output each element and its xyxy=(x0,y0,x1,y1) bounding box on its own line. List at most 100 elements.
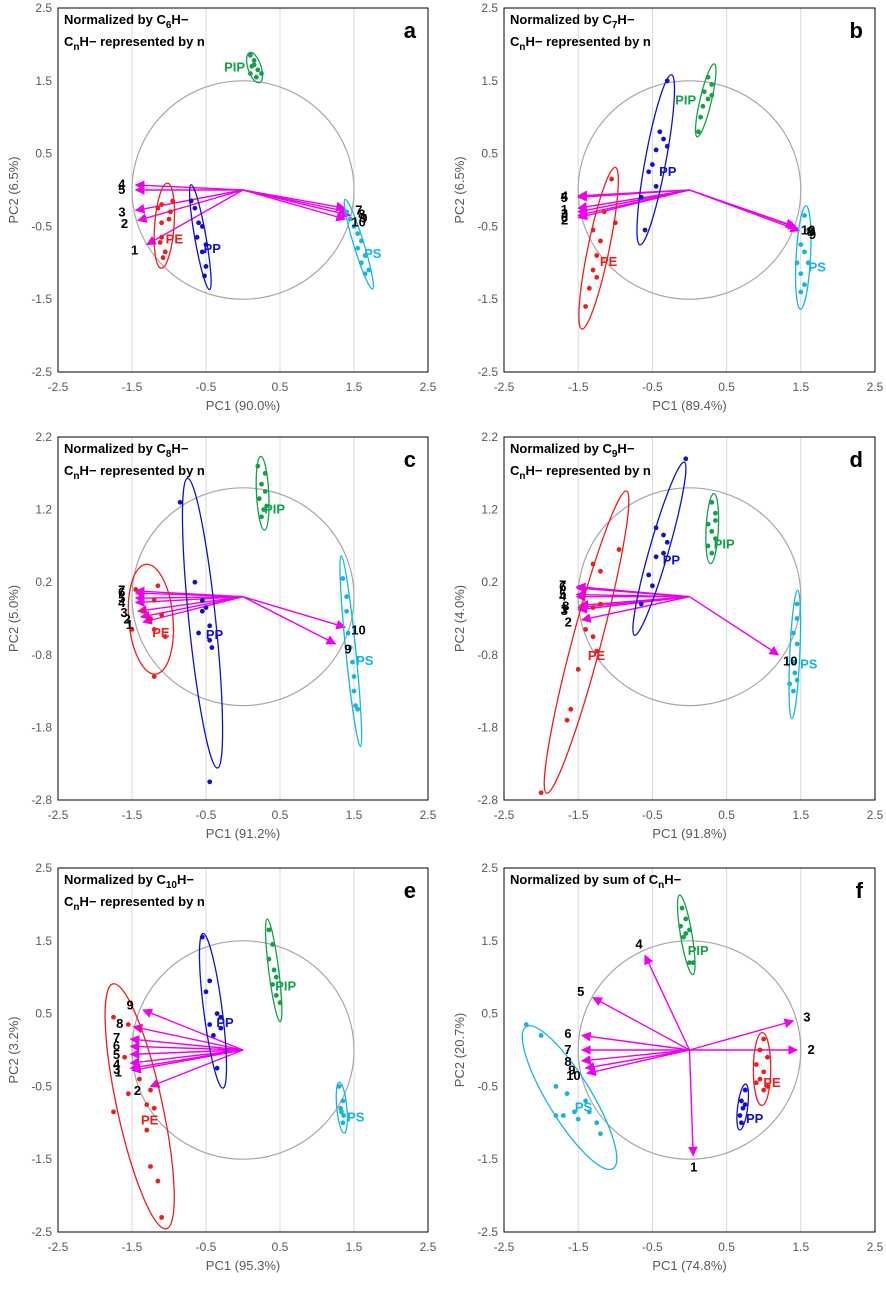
loading-arrow-6 xyxy=(580,1031,690,1051)
data-point-pip xyxy=(255,67,261,73)
data-point-ps xyxy=(575,1116,581,1122)
data-point-pp xyxy=(653,147,659,153)
loading-arrow-9 xyxy=(584,1049,690,1072)
group-label-ps: PS xyxy=(809,260,827,275)
data-point-pip xyxy=(696,129,701,135)
x-tick-label: 1.5 xyxy=(792,380,809,394)
loading-arrow-10 xyxy=(689,189,796,229)
data-point-pip xyxy=(273,993,279,998)
loading-arrow-6 xyxy=(129,1041,244,1052)
x-tick-label: -1.5 xyxy=(568,380,589,394)
x-tick-label: -0.5 xyxy=(196,380,217,394)
y-tick-label: 0.5 xyxy=(35,1007,52,1021)
data-point-pe xyxy=(155,583,161,589)
data-point-ps xyxy=(802,213,807,218)
data-point-pip xyxy=(698,114,704,120)
loading-label: 3 xyxy=(561,206,568,221)
data-point-pe xyxy=(125,1091,131,1097)
y-tick-label: -1.5 xyxy=(31,292,52,306)
data-point-pp xyxy=(638,601,644,607)
data-point-ps xyxy=(345,630,351,636)
data-point-pe xyxy=(583,304,589,309)
data-point-pe xyxy=(575,666,581,672)
data-point-pp xyxy=(207,978,213,984)
loading-label: 7 xyxy=(118,582,125,597)
x-tick-label: -1.5 xyxy=(568,1240,589,1254)
data-point-ps xyxy=(351,674,357,679)
data-point-pp xyxy=(737,1113,743,1118)
x-tick-label: 2.5 xyxy=(867,808,884,822)
data-point-pp xyxy=(218,1014,224,1020)
data-point-pe xyxy=(111,1109,116,1115)
confidence-ellipse-ps xyxy=(335,1081,348,1134)
data-point-pp xyxy=(194,234,200,240)
data-point-ps xyxy=(340,1098,346,1104)
loading-label: 8 xyxy=(564,1054,571,1069)
data-point-pe xyxy=(159,234,165,240)
loading-arrow-10 xyxy=(242,596,347,630)
loading-label: 8 xyxy=(116,1016,123,1031)
data-point-pe xyxy=(753,1062,759,1067)
data-point-ps xyxy=(553,1084,559,1089)
data-point-pe xyxy=(598,568,603,574)
data-point-pe xyxy=(122,1054,127,1060)
loading-label: 7 xyxy=(355,202,362,217)
panel-title-line2: CnH− represented by n xyxy=(64,894,205,913)
data-point-pip xyxy=(713,536,718,542)
loading-label: 6 xyxy=(559,579,566,594)
y-tick-label: 1.5 xyxy=(35,74,52,88)
loading-label: 5 xyxy=(559,586,566,601)
data-point-pp xyxy=(664,539,670,545)
panel-title-line1: Normalized by C7H− xyxy=(510,12,635,31)
data-point-pp xyxy=(211,1033,216,1038)
confidence-ellipse-pe xyxy=(543,490,630,794)
data-point-pp xyxy=(203,605,209,611)
x-tick-label: -1.5 xyxy=(122,380,143,394)
data-point-pip xyxy=(256,496,262,502)
loading-arrow-3 xyxy=(577,596,690,614)
loading-label: 3 xyxy=(120,605,127,620)
chart-panel-d: -2.5 -1.5 -0.5 0.5 1.5 2.5 2.2 1.2 0.2 -0.8 -1.8 -2… xyxy=(452,430,884,841)
data-point-pe xyxy=(564,717,570,723)
data-point-pp xyxy=(739,1120,744,1126)
loading-label: 7 xyxy=(564,1042,571,1057)
x-tick-label: 0.5 xyxy=(718,1240,735,1254)
confidence-ellipse-pip xyxy=(245,51,264,84)
data-point-ps xyxy=(802,282,807,288)
loading-arrow-8 xyxy=(132,1023,244,1051)
data-point-pe xyxy=(609,176,614,182)
loading-arrow-5 xyxy=(575,589,690,600)
data-point-pe xyxy=(765,1054,770,1060)
data-point-pp xyxy=(196,630,202,636)
y-axis-label: PC2 (5.0%) xyxy=(6,585,21,652)
data-point-pe xyxy=(159,1215,165,1220)
data-point-pe xyxy=(148,1087,153,1093)
x-tick-label: 2.5 xyxy=(867,380,884,394)
group-label-pe: PE xyxy=(588,648,606,663)
y-tick-label: -2.5 xyxy=(31,1225,52,1239)
data-point-pe xyxy=(583,626,589,632)
group-label-pe: PE xyxy=(141,1112,159,1127)
data-point-pe xyxy=(594,253,600,258)
panel-letter: f xyxy=(856,878,864,903)
x-tick-label: 2.5 xyxy=(420,380,437,394)
x-tick-label: -2.5 xyxy=(494,1240,515,1254)
group-label-pip: PIP xyxy=(714,537,735,552)
data-point-pp xyxy=(661,532,666,538)
loading-arrow-5 xyxy=(577,189,690,202)
data-point-pp xyxy=(209,645,215,650)
loading-label: 10 xyxy=(783,653,797,668)
y-tick-label: 2.5 xyxy=(35,861,52,875)
y-tick-label: -0.8 xyxy=(31,648,52,662)
x-axis-label: PC1 (91.2%) xyxy=(206,826,280,841)
confidence-ellipse-pip xyxy=(264,918,283,1023)
loading-label: 10 xyxy=(351,214,365,229)
y-tick-label: 2.5 xyxy=(481,1,498,15)
y-tick-label: 1.5 xyxy=(35,934,52,948)
data-point-pip xyxy=(687,927,692,933)
loading-label: 9 xyxy=(344,641,351,656)
data-point-ps xyxy=(347,645,353,650)
data-point-ps xyxy=(553,1113,559,1118)
data-point-pp xyxy=(202,273,207,279)
